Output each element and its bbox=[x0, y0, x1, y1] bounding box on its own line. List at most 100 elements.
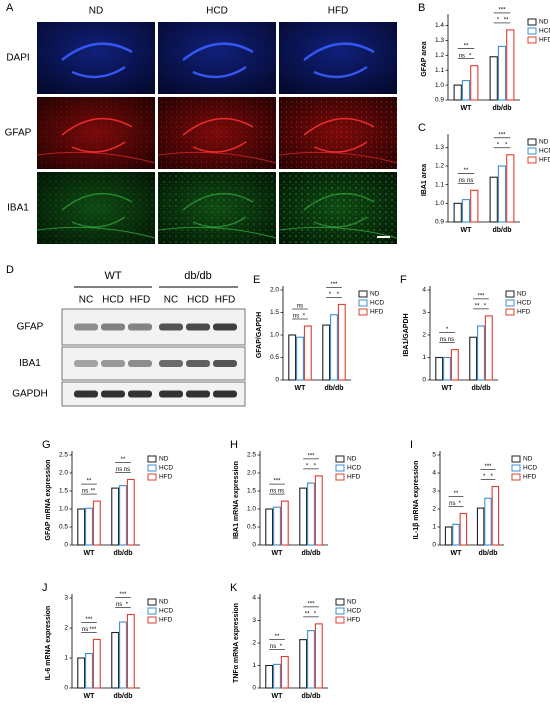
y-tick-label: 1 bbox=[64, 655, 68, 662]
micrograph bbox=[279, 22, 397, 94]
legend-label: ND bbox=[159, 599, 169, 606]
significance-label: *** bbox=[477, 293, 485, 299]
legend-label: HCD bbox=[539, 28, 550, 35]
y-tick-label: 5 bbox=[432, 452, 436, 459]
y-tick-label: 0 bbox=[64, 685, 68, 692]
significance-label: ** bbox=[87, 479, 92, 485]
bar bbox=[273, 506, 281, 546]
bar bbox=[506, 154, 515, 223]
bar bbox=[461, 199, 471, 223]
significance-label: ns bbox=[448, 337, 454, 343]
bar bbox=[497, 45, 507, 101]
legend-label: HFD bbox=[539, 37, 550, 44]
tissue-structure bbox=[182, 42, 254, 79]
legend-swatch bbox=[527, 156, 537, 164]
lane-label: NC bbox=[164, 295, 178, 306]
tissue-structure bbox=[182, 192, 254, 228]
y-axis-label: IL-6 mRNA expression bbox=[45, 606, 52, 680]
significance-label: * bbox=[314, 463, 317, 469]
tissue-structure bbox=[182, 117, 254, 153]
legend-swatch bbox=[147, 455, 157, 463]
y-tick-label: 4 bbox=[252, 595, 256, 602]
blot-label: GFAP bbox=[17, 322, 44, 333]
blot-label: IBA1 bbox=[19, 358, 41, 369]
significance-label: * bbox=[469, 53, 472, 59]
row-label: DAPI bbox=[6, 53, 29, 64]
bar bbox=[470, 189, 479, 223]
lane-label: HFD bbox=[130, 295, 151, 306]
blot-label: GAPDH bbox=[12, 389, 48, 400]
y-tick-label: 2 bbox=[432, 506, 436, 513]
y-tick-label: 1.1 bbox=[435, 67, 444, 74]
legend-swatch bbox=[147, 473, 157, 481]
y-tick-label: 1.4 bbox=[435, 22, 444, 29]
x-tick-label: WT bbox=[461, 105, 473, 112]
legend-label: HFD bbox=[517, 309, 531, 316]
significance-label: * bbox=[491, 474, 494, 480]
significance-label: * bbox=[314, 611, 317, 617]
tissue-edge bbox=[278, 226, 398, 239]
significance-label: * bbox=[483, 474, 486, 480]
blot-band bbox=[74, 390, 98, 398]
micrograph-texture bbox=[158, 97, 276, 169]
legend-swatch bbox=[527, 138, 537, 146]
y-axis-label: GFAP/GAPDH bbox=[256, 312, 263, 358]
legend-label: ND bbox=[347, 599, 357, 606]
y-tick-label: 3 bbox=[252, 617, 256, 624]
significance-label: *** bbox=[498, 132, 506, 138]
legend-swatch bbox=[358, 299, 368, 307]
micrograph-texture bbox=[37, 97, 155, 169]
legend-swatch bbox=[335, 473, 345, 481]
significance-label: ns bbox=[124, 467, 130, 473]
group-label: WT bbox=[104, 270, 121, 282]
bar bbox=[77, 508, 86, 546]
bar bbox=[307, 482, 315, 546]
tissue-edge bbox=[278, 151, 398, 164]
x-tick-label: db/db bbox=[478, 550, 497, 557]
legend-swatch bbox=[335, 598, 345, 606]
y-tick-label: 1 bbox=[432, 524, 436, 531]
significance-label: ns bbox=[278, 489, 284, 495]
significance-label: * bbox=[303, 314, 306, 320]
chart: H 0 0.5 1.0 1.5 2.0 2.5 IBA1 mRNA expression WT d… bbox=[230, 439, 361, 557]
bar bbox=[299, 487, 308, 546]
bar bbox=[484, 497, 492, 546]
x-tick-label: db/db bbox=[301, 550, 320, 557]
y-tick-label: 0 bbox=[432, 542, 436, 549]
significance-label: *** bbox=[307, 453, 315, 459]
bar bbox=[469, 336, 478, 381]
micrograph-texture bbox=[279, 172, 397, 244]
bar bbox=[265, 664, 274, 689]
blot-band bbox=[186, 390, 210, 398]
x-tick-label: db/db bbox=[492, 227, 511, 234]
x-tick-label: WT bbox=[295, 385, 307, 392]
legend-swatch bbox=[511, 464, 521, 472]
bar bbox=[477, 325, 485, 381]
significance-label: ** bbox=[504, 18, 509, 24]
blot-band bbox=[159, 323, 183, 331]
significance-label: ns bbox=[82, 489, 88, 495]
bar bbox=[435, 356, 444, 381]
significance-label: ns bbox=[116, 602, 122, 608]
bar bbox=[265, 508, 274, 546]
legend-label: HFD bbox=[539, 157, 550, 164]
legend-swatch bbox=[505, 308, 515, 316]
column-label: HCD bbox=[206, 6, 228, 17]
y-tick-label: 0 bbox=[64, 542, 68, 549]
y-tick-label: 2.0 bbox=[59, 470, 68, 477]
y-tick-label: 3 bbox=[422, 309, 426, 316]
y-tick-label: 0.5 bbox=[270, 354, 279, 361]
row-label: IBA1 bbox=[7, 203, 29, 214]
y-axis-label: GFAP mRNA expression bbox=[45, 460, 52, 541]
significance-label: ** bbox=[275, 634, 280, 640]
significance-label: *** bbox=[484, 464, 492, 470]
micrograph bbox=[37, 22, 155, 94]
x-tick-label: WT bbox=[461, 227, 473, 234]
tissue-structure bbox=[303, 117, 375, 153]
significance-label: *** bbox=[273, 479, 281, 485]
y-tick-label: 2 bbox=[252, 640, 256, 647]
y-tick-label: 2.5 bbox=[59, 452, 68, 459]
